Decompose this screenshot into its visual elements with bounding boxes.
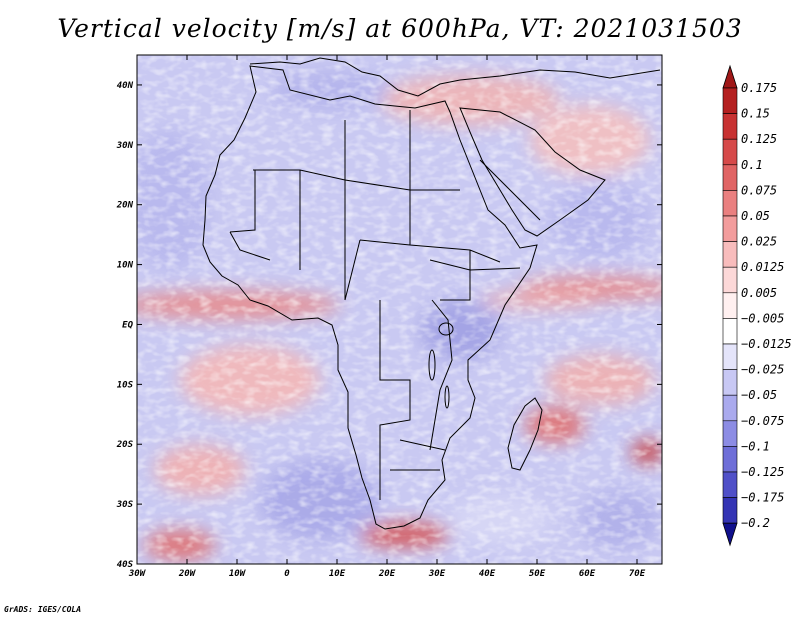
colorbar-label-0.075: 0.075 (741, 183, 777, 197)
lon-tick-label: 10W (229, 569, 247, 579)
lat-tick-label: 10N (117, 261, 134, 271)
colorbar-segment (722, 215, 738, 242)
colorbar-segment (722, 113, 738, 140)
plot-title: Vertical velocity [m/s] at 600hPa, VT: 2… (57, 14, 743, 43)
lake-victoria (438, 322, 454, 336)
colorbar-segment (722, 420, 738, 447)
grads-credit: GrADS: IGES/COLA (4, 605, 82, 614)
colorbar-label-0.1: 0.1 (741, 158, 763, 172)
colorbar-segment (722, 497, 738, 524)
axis-ticks: 30W 20W 10W 0 10E 20E 30E 40E 50E 60E 70E 40N 30N 20N… (116, 55, 662, 579)
colorbar-label-neg0.025: −0.025 (741, 363, 784, 377)
lat-tick-label: 40S (117, 560, 134, 570)
lon-tick-label: 40E (479, 569, 496, 579)
colorbar-segment (722, 369, 738, 396)
lon-tick-label: 10E (329, 569, 346, 579)
lat-tick-label: 20S (116, 440, 134, 450)
colorbar-segment (722, 241, 738, 268)
lon-tick-label: 20E (378, 569, 396, 579)
colorbar-segment (722, 190, 738, 217)
colorbar-label-0.0125: 0.0125 (741, 260, 784, 274)
colorbar-label-0.025: 0.025 (741, 235, 777, 249)
lon-tick-label: 0 (284, 569, 290, 579)
colorbar-label-neg0.2: −0.2 (741, 516, 770, 530)
country-borders (202, 57, 661, 530)
lat-tick-label: 20N (116, 201, 134, 211)
europe-coast (249, 57, 661, 97)
colorbar-label-0.125: 0.125 (741, 132, 777, 146)
colorbar-label-0.15: 0.15 (741, 107, 770, 121)
vertical-velocity-field (137, 55, 662, 564)
colorbar-label-neg0.125: −0.125 (741, 465, 784, 479)
madagascar-coastline (507, 397, 543, 471)
colorbar-top-arrow (722, 64, 738, 89)
arabia-coastline (459, 107, 606, 237)
colorbar: 0.175 0.15 0.125 0.1 0.075 0.05 0.025 0.0125 0.0… (722, 64, 792, 547)
lon-tick-label: 30W (128, 569, 147, 579)
colorbar-segment (722, 343, 738, 370)
colorbar-label-0.175: 0.175 (741, 81, 777, 95)
lon-tick-label: 70E (629, 569, 646, 579)
lake-tanganyika (428, 349, 436, 381)
colorbar-segment (722, 292, 738, 319)
lon-tick-label: 60E (579, 569, 596, 579)
colorbar-segment (722, 318, 738, 345)
colorbar-segment (722, 164, 738, 191)
colorbar-label-neg0.1: −0.1 (741, 439, 770, 453)
colorbar-label-neg0.005: −0.005 (741, 311, 784, 325)
colorbar-segment (722, 266, 738, 294)
colorbar-label-neg0.05: −0.05 (741, 388, 777, 402)
lat-tick-label: 30S (116, 500, 134, 510)
lake-malawi (444, 385, 450, 409)
lon-tick-label: 30E (428, 569, 446, 579)
colorbar-label-neg0.075: −0.075 (741, 414, 784, 428)
colorbar-segment (722, 87, 738, 114)
colorbar-segment (722, 138, 738, 166)
lat-tick-label: EQ (122, 320, 133, 330)
africa-coastline (202, 65, 538, 530)
colorbar-label-0.05: 0.05 (741, 209, 770, 223)
lat-tick-label: 10S (117, 380, 134, 390)
colorbar-segment (722, 471, 738, 498)
colorbar-label-neg0.175: −0.175 (741, 491, 784, 505)
internal-borders (229, 110, 541, 500)
colorbar-segment (722, 394, 738, 422)
colorbar-bottom-arrow (722, 522, 738, 547)
lon-tick-label: 50E (529, 569, 546, 579)
lon-tick-label: 20W (178, 569, 197, 579)
lat-tick-label: 30N (116, 141, 134, 151)
colorbar-label-neg0.0125: −0.0125 (741, 337, 792, 351)
colorbar-label-0.005: 0.005 (741, 286, 777, 300)
plot-frame (136, 54, 663, 565)
lat-tick-label: 40N (117, 81, 134, 91)
colorbar-segment (722, 446, 738, 473)
